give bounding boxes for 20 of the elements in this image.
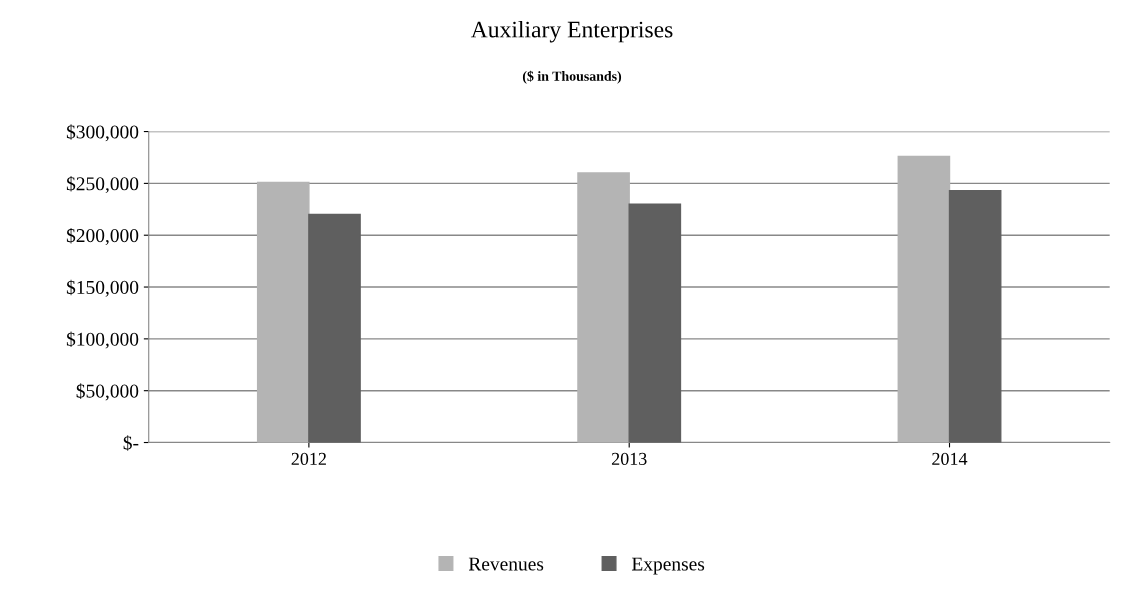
chart-title: Auxiliary Enterprises: [470, 20, 673, 43]
y-tick-label: $150,000: [66, 279, 139, 297]
bar: [256, 181, 310, 443]
bar: [308, 213, 361, 443]
chart-subtitle: ($ in Thousands): [522, 70, 622, 84]
legend-label: Revenues: [468, 557, 544, 571]
y-tick-label: $300,000: [66, 124, 139, 142]
y-tick-label: $200,000: [66, 227, 139, 245]
x-tick-label: 2014: [932, 452, 968, 465]
x-tick-label: 2012: [291, 452, 326, 465]
bar: [897, 155, 951, 443]
y-tick-label: $100,000: [66, 331, 139, 349]
bar: [948, 189, 1002, 443]
y-tick-label: $50,000: [76, 383, 139, 401]
y-tick-label: $-: [123, 435, 139, 451]
legend-label: Expenses: [631, 557, 705, 575]
x-tick-label: 2013: [611, 452, 647, 465]
bar: [577, 172, 630, 443]
y-tick-label: $250,000: [66, 176, 139, 194]
bar: [628, 203, 682, 443]
